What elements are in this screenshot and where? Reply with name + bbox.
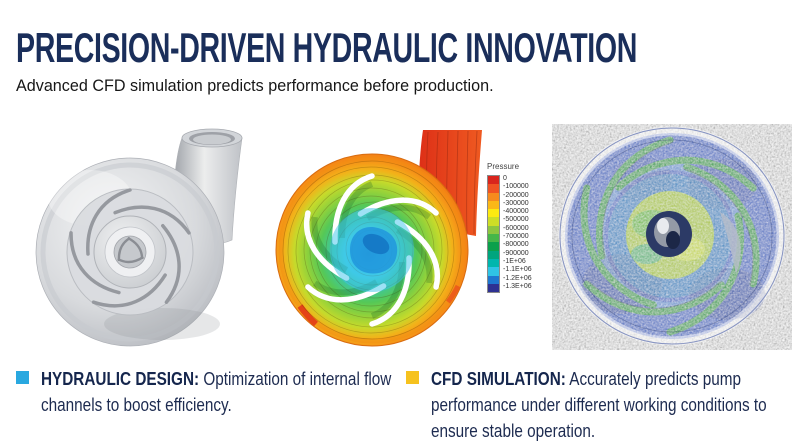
figure-cfd-pressure-contour (272, 126, 486, 350)
bullet-cfd-simulation-text: CFD SIMULATION: Accurately predicts pump… (431, 366, 775, 441)
pump-cad-illustration (35, 128, 243, 347)
figure-impeller-mesh (552, 124, 792, 350)
legend-color-band (488, 250, 499, 259)
legend-tick-label: -1.2E+06 (503, 274, 532, 282)
bullet-cfd-simulation: CFD SIMULATION: Accurately predicts pump… (406, 366, 800, 441)
pressure-legend-body: 0 -100000 -200000 -300000 -400000 -500000 -600… (487, 175, 532, 294)
legend-color-band (488, 283, 499, 293)
legend-tick-label: -900000 (503, 249, 529, 257)
bullet-label: CFD SIMULATION: (431, 369, 566, 389)
legend-tick-label: -1.1E+06 (503, 266, 532, 274)
legend-color-band (488, 184, 499, 193)
legend-tick-label: -300000 (503, 199, 529, 207)
legend-color-band (488, 275, 499, 284)
legend-color-band (488, 242, 499, 251)
bullet-hydraulic-design-text: HYDRAULIC DESIGN: Optimization of intern… (41, 366, 407, 418)
bullet-marker-square-icon (406, 371, 419, 384)
cfd-contour-illustration (275, 130, 482, 347)
legend-color-band (488, 200, 499, 210)
bullet-body: Optimization of internal flow channels t… (41, 369, 392, 416)
pressure-legend-bar (487, 175, 500, 294)
legend-tick-label: -1E+06 (503, 257, 526, 265)
bullet-marker-square-icon (16, 371, 29, 384)
legend-color-band (488, 209, 499, 218)
page-subtitle: Advanced CFD simulation predicts perform… (16, 76, 494, 95)
legend-tick-label: -500000 (503, 216, 529, 224)
legend-tick-label: -1.3E+06 (503, 282, 532, 290)
bullet-body: Accurately predicts pump performance und… (431, 369, 767, 441)
legend-color-band (488, 192, 499, 201)
legend-tick-label: 0 (503, 175, 507, 182)
legend-color-band (488, 234, 499, 243)
legend-tick-label: -800000 (503, 241, 529, 249)
legend-tick-label: -100000 (503, 183, 529, 191)
legend-color-band (488, 176, 499, 185)
legend-tick-label: -600000 (503, 224, 529, 232)
legend-tick-label: -400000 (503, 208, 529, 216)
page-title: PRECISION-DRIVEN HYDRAULIC INNOVATION (16, 24, 638, 71)
pressure-legend-labels: 0 -100000 -200000 -300000 -400000 -500000 -600… (503, 175, 532, 293)
legend-color-band (488, 225, 499, 235)
legend-color-band (488, 217, 499, 226)
impeller-mesh-illustration (558, 126, 786, 346)
legend-tick-label: -200000 (503, 191, 529, 199)
bullet-hydraulic-design: HYDRAULIC DESIGN: Optimization of intern… (16, 366, 471, 418)
legend-tick-label: -700000 (503, 233, 529, 241)
pressure-legend-title: Pressure (487, 162, 520, 171)
figure-cad-pump-render (28, 126, 260, 348)
pressure-legend: Pressure 0 -100000 -200000 -300000 -400000 -5… (487, 162, 532, 294)
legend-color-band (488, 267, 499, 276)
legend-color-band (488, 258, 499, 268)
bullet-label: HYDRAULIC DESIGN: (41, 369, 200, 389)
